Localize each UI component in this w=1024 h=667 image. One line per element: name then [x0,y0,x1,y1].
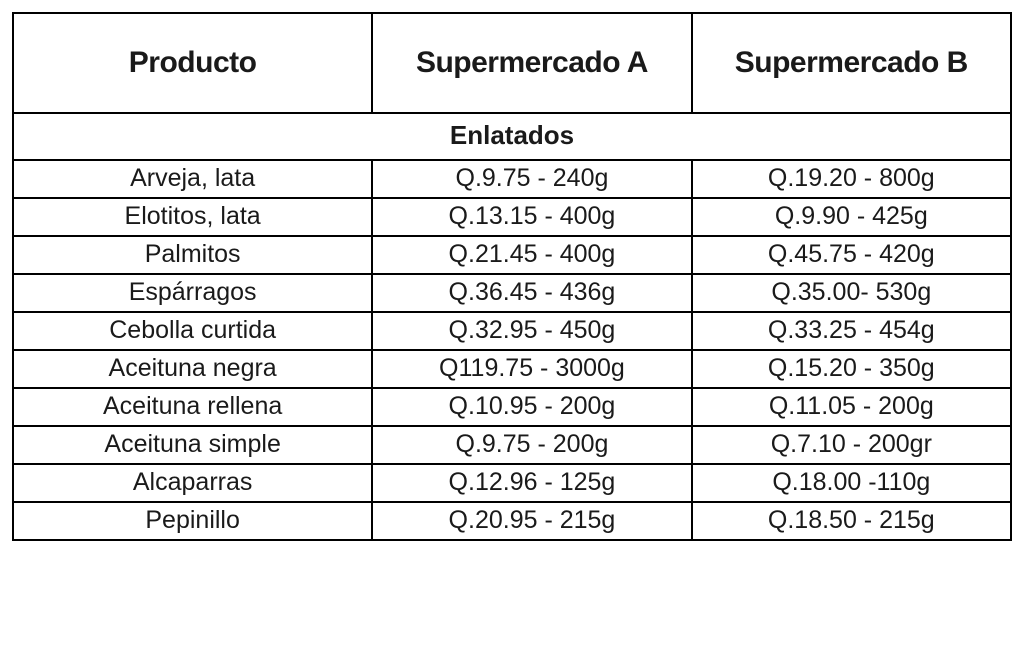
cell-product: Aceituna negra [13,350,372,388]
table-row: Arveja, lata Q.9.75 - 240g Q.19.20 - 800… [13,160,1011,198]
cell-product: Pepinillo [13,502,372,540]
table-row: Palmitos Q.21.45 - 400g Q.45.75 - 420g [13,236,1011,274]
table-row: Aceituna simple Q.9.75 - 200g Q.7.10 - 2… [13,426,1011,464]
cell-super-b: Q.19.20 - 800g [692,160,1011,198]
cell-super-b: Q.7.10 - 200gr [692,426,1011,464]
cell-super-a: Q.10.95 - 200g [372,388,691,426]
cell-super-a: Q.12.96 - 125g [372,464,691,502]
cell-super-a: Q.9.75 - 200g [372,426,691,464]
cell-super-b: Q.35.00- 530g [692,274,1011,312]
table-row: Elotitos, lata Q.13.15 - 400g Q.9.90 - 4… [13,198,1011,236]
col-header-super-b: Supermercado B [692,13,1011,113]
cell-super-a: Q.36.45 - 436g [372,274,691,312]
cell-product: Palmitos [13,236,372,274]
cell-super-a: Q119.75 - 3000g [372,350,691,388]
table-row: Cebolla curtida Q.32.95 - 450g Q.33.25 -… [13,312,1011,350]
cell-product: Arveja, lata [13,160,372,198]
cell-super-a: Q.32.95 - 450g [372,312,691,350]
cell-super-a: Q.13.15 - 400g [372,198,691,236]
table-header-row: Producto Supermercado A Supermercado B [13,13,1011,113]
cell-super-a: Q.20.95 - 215g [372,502,691,540]
cell-product: Aceituna rellena [13,388,372,426]
section-title: Enlatados [13,113,1011,160]
cell-super-a: Q.21.45 - 400g [372,236,691,274]
table-row: Pepinillo Q.20.95 - 215g Q.18.50 - 215g [13,502,1011,540]
cell-super-b: Q.33.25 - 454g [692,312,1011,350]
cell-product: Aceituna simple [13,426,372,464]
col-header-super-a: Supermercado A [372,13,691,113]
cell-product: Alcaparras [13,464,372,502]
table-row: Aceituna rellena Q.10.95 - 200g Q.11.05 … [13,388,1011,426]
cell-product: Cebolla curtida [13,312,372,350]
cell-super-b: Q.15.20 - 350g [692,350,1011,388]
cell-super-b: Q.45.75 - 420g [692,236,1011,274]
cell-product: Espárragos [13,274,372,312]
col-header-producto: Producto [13,13,372,113]
cell-product: Elotitos, lata [13,198,372,236]
cell-super-b: Q.11.05 - 200g [692,388,1011,426]
cell-super-b: Q.9.90 - 425g [692,198,1011,236]
table-row: Espárragos Q.36.45 - 436g Q.35.00- 530g [13,274,1011,312]
table-row: Aceituna negra Q119.75 - 3000g Q.15.20 -… [13,350,1011,388]
price-comparison-table: Producto Supermercado A Supermercado B E… [12,12,1012,541]
cell-super-a: Q.9.75 - 240g [372,160,691,198]
cell-super-b: Q.18.50 - 215g [692,502,1011,540]
table-row: Alcaparras Q.12.96 - 125g Q.18.00 -110g [13,464,1011,502]
section-row-enlatados: Enlatados [13,113,1011,160]
cell-super-b: Q.18.00 -110g [692,464,1011,502]
